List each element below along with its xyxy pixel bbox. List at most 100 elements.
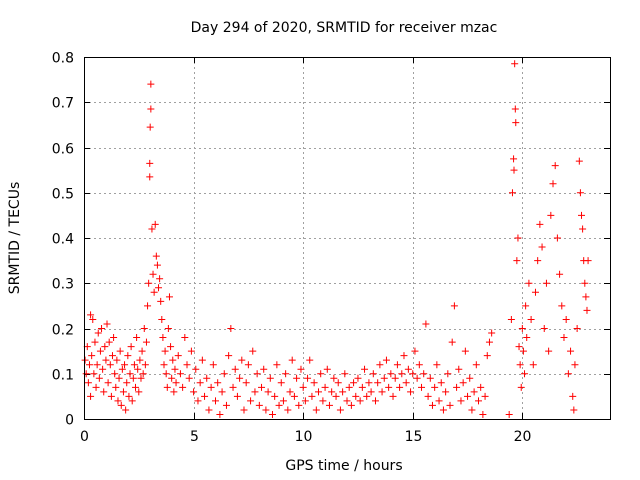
data-point xyxy=(164,325,172,332)
data-point xyxy=(207,383,215,391)
data-point xyxy=(534,257,542,265)
x-tick-label: 5 xyxy=(190,429,199,445)
data-point xyxy=(442,388,450,396)
data-point xyxy=(266,374,274,382)
data-point xyxy=(170,388,178,396)
data-point xyxy=(553,234,561,242)
x-tick-label: 0 xyxy=(80,429,89,445)
data-point xyxy=(163,383,171,391)
data-point xyxy=(439,406,447,414)
data-point xyxy=(579,225,587,233)
data-point xyxy=(167,343,175,351)
data-point xyxy=(251,388,259,396)
data-point xyxy=(106,361,114,369)
data-point xyxy=(87,311,95,319)
data-point xyxy=(523,334,531,342)
data-point xyxy=(151,220,159,228)
data-point xyxy=(238,356,246,364)
data-point xyxy=(448,338,456,346)
data-point xyxy=(361,365,369,373)
data-point xyxy=(149,270,157,278)
data-point xyxy=(148,225,156,233)
data-point xyxy=(176,370,184,378)
data-point xyxy=(514,234,522,242)
data-point xyxy=(297,365,305,373)
data-point xyxy=(133,334,141,342)
data-point xyxy=(389,392,397,400)
data-point xyxy=(582,293,590,301)
data-point xyxy=(161,347,169,355)
data-point xyxy=(190,388,198,396)
data-point xyxy=(461,347,469,355)
data-point xyxy=(571,361,579,369)
data-point xyxy=(301,397,309,405)
data-point xyxy=(556,270,564,278)
data-point xyxy=(369,370,377,378)
data-point xyxy=(457,397,465,405)
y-tick-label: 0.1 xyxy=(52,368,74,384)
data-point xyxy=(573,325,581,332)
data-point xyxy=(398,370,406,378)
data-point xyxy=(584,257,592,265)
data-point xyxy=(295,401,303,409)
data-point xyxy=(321,383,329,391)
data-point xyxy=(101,343,109,351)
data-point xyxy=(203,374,211,382)
data-point xyxy=(107,392,115,400)
data-point xyxy=(345,383,353,391)
data-point xyxy=(420,370,428,378)
data-point xyxy=(459,379,467,387)
data-point xyxy=(356,397,364,405)
data-point xyxy=(308,392,316,400)
data-point xyxy=(255,401,263,409)
data-point xyxy=(158,315,166,323)
data-point xyxy=(198,356,206,364)
y-tick-label: 0 xyxy=(65,413,74,429)
data-point xyxy=(159,334,167,342)
data-point xyxy=(583,306,591,314)
data-point xyxy=(542,279,550,287)
data-point xyxy=(122,406,130,414)
data-point xyxy=(132,383,140,391)
data-point xyxy=(105,338,113,346)
data-point xyxy=(511,60,519,68)
data-point xyxy=(127,343,135,351)
data-point xyxy=(513,257,521,265)
data-point xyxy=(82,370,90,378)
data-point xyxy=(244,361,252,369)
data-point xyxy=(286,388,294,396)
data-point xyxy=(277,379,285,387)
y-tick-label: 0.8 xyxy=(52,51,74,67)
data-point xyxy=(435,397,443,405)
data-point xyxy=(380,374,388,382)
data-point xyxy=(560,334,568,342)
data-point xyxy=(293,374,301,382)
data-point xyxy=(477,383,485,391)
data-point xyxy=(150,288,158,296)
data-point xyxy=(569,392,577,400)
data-point xyxy=(275,401,283,409)
data-point xyxy=(409,370,417,378)
data-point xyxy=(124,352,132,360)
x-axis-label: GPS time / hours xyxy=(285,458,402,474)
data-point xyxy=(249,347,257,355)
data-point xyxy=(334,379,342,387)
data-point xyxy=(144,302,152,310)
data-point xyxy=(531,288,539,296)
data-point xyxy=(545,347,553,355)
data-point xyxy=(341,370,349,378)
data-point xyxy=(99,365,107,373)
data-point xyxy=(558,302,566,310)
data-point xyxy=(387,370,395,378)
data-point xyxy=(183,361,191,369)
data-point xyxy=(306,356,314,364)
grid-lines xyxy=(84,57,610,419)
data-point xyxy=(516,361,524,369)
data-point xyxy=(138,347,146,355)
data-point xyxy=(98,325,106,332)
data-point xyxy=(110,334,118,342)
data-point xyxy=(179,383,187,391)
y-tick-label: 0.3 xyxy=(52,277,74,293)
data-point xyxy=(268,410,276,418)
data-point xyxy=(517,383,525,391)
